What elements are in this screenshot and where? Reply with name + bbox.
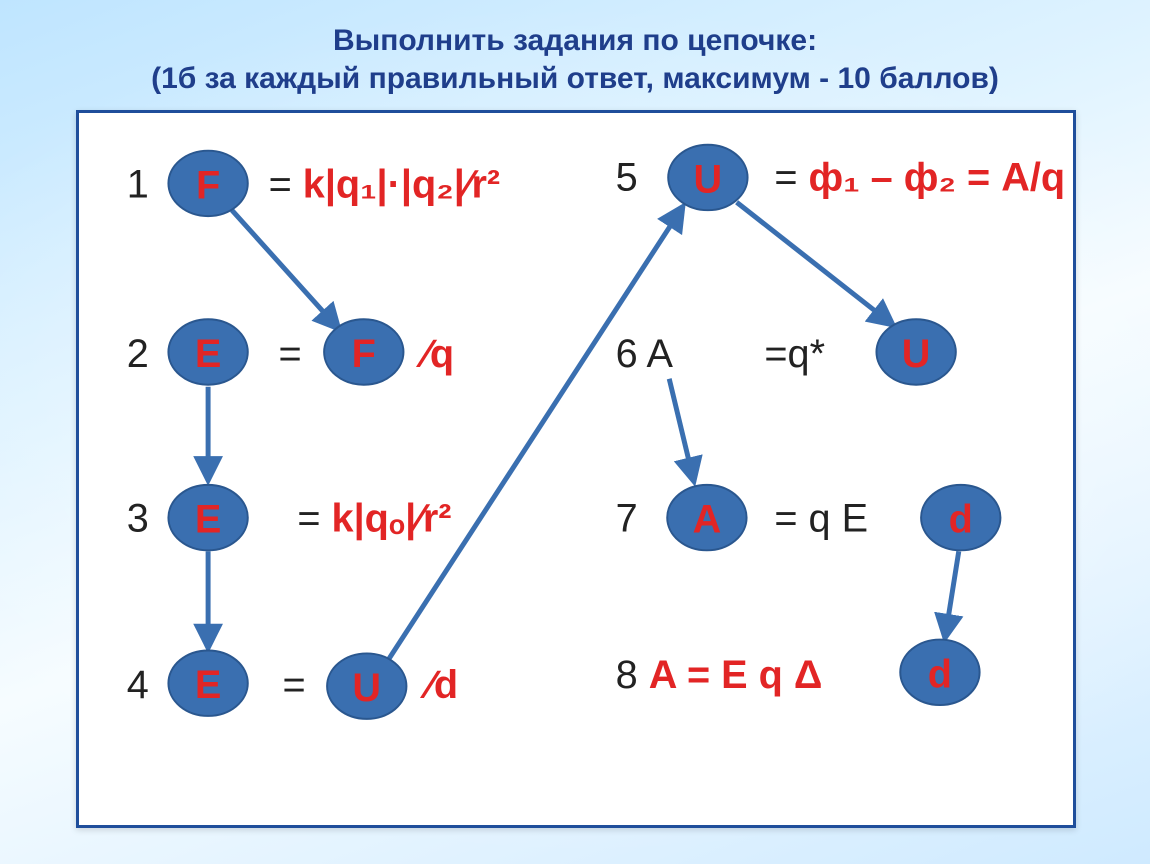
formula-row-4: ∕d [419, 663, 458, 707]
formula-row-1: = k|q₁|·|q₂|∕r² [269, 162, 501, 206]
node-E3: E [168, 485, 247, 550]
node-U6: U [876, 319, 955, 384]
node-E2: E [168, 319, 247, 384]
formula-row-8: 8 A = E q Δ [616, 653, 823, 697]
node-label: U [352, 666, 381, 710]
arrow [232, 210, 339, 329]
node-A7: A [667, 485, 746, 550]
node-label: d [928, 652, 952, 696]
node-U5: U [668, 145, 747, 210]
formula-row-4: 4 [127, 663, 149, 707]
node-label: d [949, 498, 973, 542]
node-d7: d [921, 485, 1000, 550]
title-line2: (1б за каждый правильный ответ, максимум… [151, 62, 999, 95]
formula-row-2: 2 [127, 332, 149, 376]
node-F2: F [324, 319, 403, 384]
node-F1: F [168, 151, 247, 216]
formula-row-3: 3 [127, 496, 149, 540]
formula-row-7: 7 [616, 496, 638, 540]
arrow [737, 202, 894, 325]
node-label: E [195, 332, 221, 376]
formula-row-5: = ф₁ – ф₂ = A/q [774, 155, 1065, 199]
formula-row-5: 5 [616, 155, 638, 199]
formula-row-6: 6 A [616, 332, 674, 376]
slide-title: Выполнить задания по цепочке: (1б за каж… [0, 22, 1150, 97]
formula-row-1: 1 [127, 162, 149, 206]
node-U4: U [327, 653, 406, 718]
node-label: F [196, 163, 220, 207]
node-E4: E [168, 650, 247, 715]
node-label: A [693, 498, 722, 542]
formula-row-3: = k|qₒ|∕r² [297, 496, 451, 540]
slide: Выполнить задания по цепочке: (1б за каж… [0, 0, 1150, 864]
title-line1: Выполнить задания по цепочке: [333, 24, 817, 57]
diagram-svg: 1 = k|q₁|·|q₂|∕r² 2 = ∕q 3 = k|qₒ|∕r² 4 = ∕d 5 = ф₁… [79, 113, 1073, 825]
node-label: E [195, 663, 221, 707]
node-label: E [195, 498, 221, 542]
arrow [945, 551, 959, 638]
formula-row-6: =q* [764, 332, 825, 376]
arrow [389, 206, 684, 659]
formula-row-2: ∕q [415, 332, 454, 376]
arrow [669, 379, 694, 482]
formula-row-2: = [279, 332, 302, 376]
node-label: U [902, 332, 931, 376]
node-label: F [352, 332, 376, 376]
formula-row-7: = q E [774, 496, 868, 540]
content-panel: 1 = k|q₁|·|q₂|∕r² 2 = ∕q 3 = k|qₒ|∕r² 4 = ∕d 5 = ф₁… [76, 110, 1076, 828]
node-label: U [694, 157, 723, 201]
formula-row-4: = [282, 663, 305, 707]
node-d8: d [900, 640, 979, 705]
